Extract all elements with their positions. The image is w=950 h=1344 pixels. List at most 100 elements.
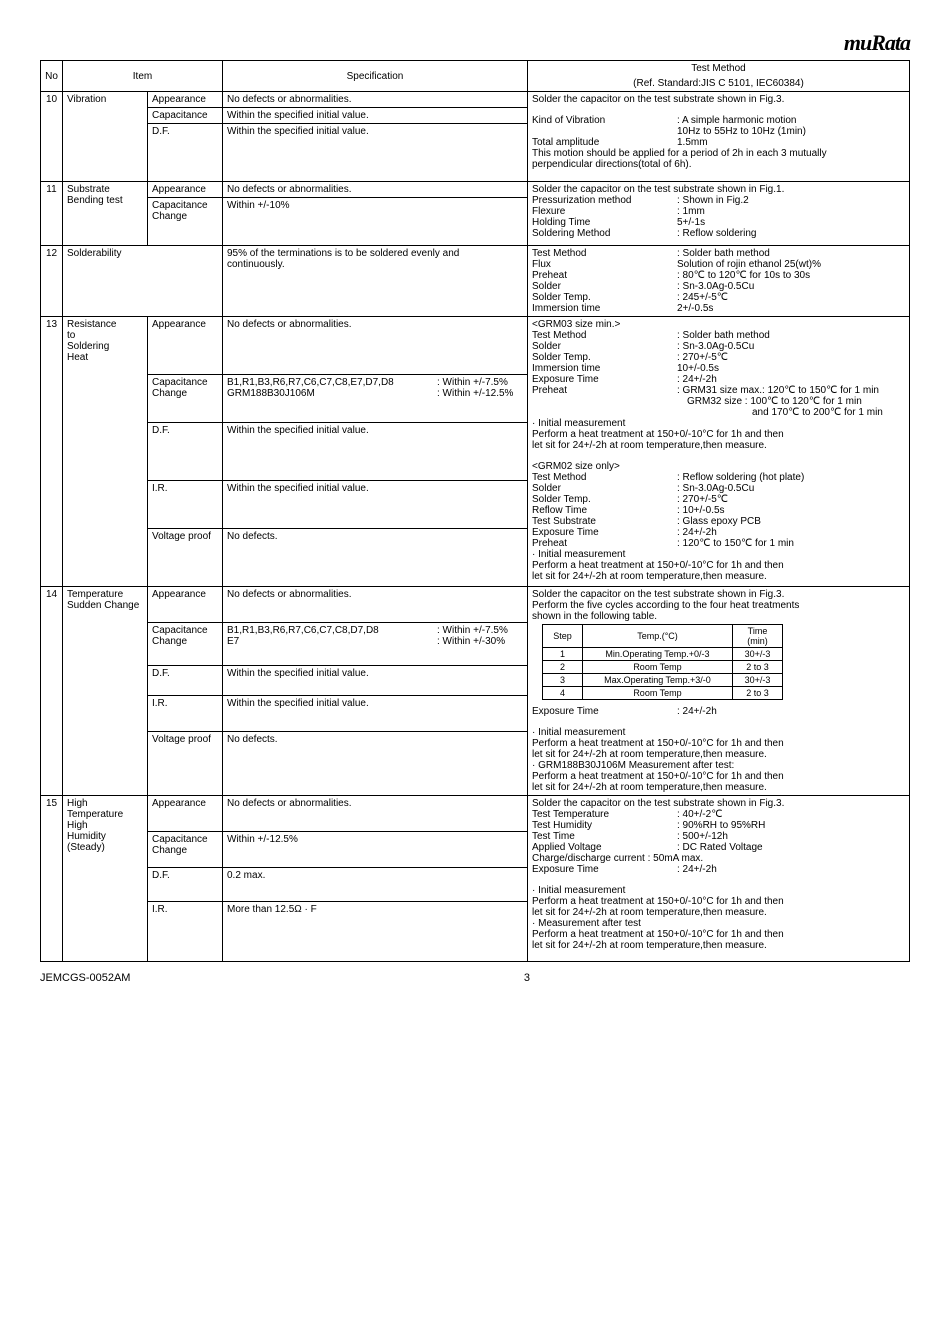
r10-cap-spec: Within the specified initial value. xyxy=(223,108,528,124)
text: Soldering xyxy=(67,341,143,352)
r15-cap: Capacitance Change xyxy=(148,832,223,868)
r11-cap: Capacitance Change xyxy=(148,198,223,246)
r12-test: Test Method: Solder bath method FluxSolu… xyxy=(528,246,910,317)
th-test: Test Method xyxy=(528,61,910,77)
text: Bending test xyxy=(67,195,143,206)
r13-df-spec: Within the specified initial value. xyxy=(223,423,528,481)
text: let sit for 24+/-2h at room temperature,… xyxy=(532,907,905,918)
value: : Solder bath method xyxy=(677,248,905,259)
text: E7 xyxy=(227,636,437,647)
value: : Sn-3.0Ag-0.5Cu xyxy=(677,341,905,352)
label: Test Method xyxy=(532,472,677,483)
text: Perform a heat treatment at 150+0/-10°C … xyxy=(532,429,905,440)
r11-item: Substrate Bending test xyxy=(63,182,148,246)
text: · Initial measurement xyxy=(532,549,905,560)
text: Solder the capacitor on the test substra… xyxy=(532,94,905,105)
label: Test Temperature xyxy=(532,809,677,820)
label: Test Method xyxy=(532,330,677,341)
cell: Room Temp xyxy=(583,661,733,674)
label: Immersion time xyxy=(532,303,677,314)
text: Perform the five cycles according to the… xyxy=(532,600,905,611)
text: Heat xyxy=(67,352,143,363)
r11-appearance-spec: No defects or abnormalities. xyxy=(223,182,528,198)
text: : Within +/-7.5% xyxy=(437,625,508,636)
label: Solder xyxy=(532,483,677,494)
cell: Room Temp xyxy=(583,687,733,700)
label: Solder xyxy=(532,281,677,292)
value: : 500+/-12h xyxy=(677,831,905,842)
r15-item: High Temperature High Humidity (Steady) xyxy=(63,796,148,962)
value: : 270+/-5℃ xyxy=(677,352,905,363)
text: let sit for 24+/-2h at room temperature,… xyxy=(532,571,905,582)
text: shown in the following table. xyxy=(532,611,905,622)
r13-ir: I.R. xyxy=(148,481,223,529)
label: Exposure Time xyxy=(532,864,677,875)
text: let sit for 24+/-2h at room temperature,… xyxy=(532,782,905,793)
text: Substrate xyxy=(67,184,143,195)
r13-ir-spec: Within the specified initial value. xyxy=(223,481,528,529)
value: 10Hz to 55Hz to 10Hz (1min) xyxy=(532,126,905,137)
text: GRM188B30J106M xyxy=(227,388,437,399)
footer-page: 3 xyxy=(524,972,530,984)
cell: 30+/-3 xyxy=(733,674,783,687)
text: (Steady) xyxy=(67,842,143,853)
text: Change xyxy=(152,845,218,856)
text: High xyxy=(67,820,143,831)
th-spec: Specification xyxy=(223,61,528,92)
r15-df: D.F. xyxy=(148,868,223,902)
text: B1,R1,B3,R6,R7,C6,C7,C8,E7,D7,D8 xyxy=(227,377,437,388)
label: Solder Temp. xyxy=(532,352,677,363)
r14-df: D.F. xyxy=(148,665,223,695)
label: Flexure xyxy=(532,206,677,217)
text: <GRM02 size only> xyxy=(532,461,905,472)
text: Capacitance xyxy=(152,377,218,388)
cell: 2 to 3 xyxy=(733,687,783,700)
step-table: Step Temp.(°C) Time (min) 1Min.Operating… xyxy=(542,624,783,700)
footer-left: JEMCGS-0052AM xyxy=(40,972,130,984)
text: This motion should be applied for a peri… xyxy=(532,148,905,159)
r13-cap-spec: B1,R1,B3,R6,R7,C6,C7,C8,E7,D7,D8: Within… xyxy=(223,375,528,423)
r14-ir-spec: Within the specified initial value. xyxy=(223,695,528,731)
r11-cap-spec: Within +/-10% xyxy=(223,198,528,246)
text: Temperature xyxy=(67,589,143,600)
value: : 40+/-2℃ xyxy=(677,809,905,820)
text: Resistance xyxy=(67,319,143,330)
r13-vp: Voltage proof xyxy=(148,529,223,587)
text: Perform a heat treatment at 150+0/-10°C … xyxy=(532,560,905,571)
text: Humidity xyxy=(67,831,143,842)
r14-ir: I.R. xyxy=(148,695,223,731)
text: · GRM188B30J106M Measurement after test: xyxy=(532,760,905,771)
r14-test: Solder the capacitor on the test substra… xyxy=(528,587,910,796)
value: GRM32 size : 100℃ to 120℃ for 1 min xyxy=(532,396,905,407)
value: : 1mm xyxy=(677,206,905,217)
cell: 4 xyxy=(543,687,583,700)
r15-no: 15 xyxy=(41,796,63,962)
value: 10+/-0.5s xyxy=(677,363,905,374)
r13-test: <GRM03 size min.> Test Method: Solder ba… xyxy=(528,317,910,587)
r15-ir-spec: More than 12.5Ω · F xyxy=(223,902,528,962)
label: Preheat xyxy=(532,538,677,549)
th-step: Step xyxy=(543,625,583,648)
r12-no: 12 xyxy=(41,246,63,317)
r11-test: Solder the capacitor on the test substra… xyxy=(528,182,910,246)
label: Solder Temp. xyxy=(532,494,677,505)
r14-vp: Voltage proof xyxy=(148,731,223,795)
text: 95% of the terminations is to be soldere… xyxy=(227,248,523,259)
spec-table: No Item Specification Test Method (Ref. … xyxy=(40,60,910,962)
text: Solder the capacitor on the test substra… xyxy=(532,798,905,809)
r14-appearance-spec: No defects or abnormalities. xyxy=(223,587,528,623)
r14-item: Temperature Sudden Change xyxy=(63,587,148,796)
value: : 24+/-2h xyxy=(677,864,905,875)
value: : DC Rated Voltage xyxy=(677,842,905,853)
r13-vp-spec: No defects. xyxy=(223,529,528,587)
value: : 245+/-5℃ xyxy=(677,292,905,303)
value: and 170℃ to 200℃ for 1 min xyxy=(532,407,905,418)
label: Exposure Time xyxy=(532,706,677,717)
r12-spec: 95% of the terminations is to be soldere… xyxy=(223,246,528,317)
r14-no: 14 xyxy=(41,587,63,796)
cell: 30+/-3 xyxy=(733,648,783,661)
label: Reflow Time xyxy=(532,505,677,516)
label: Test Time xyxy=(532,831,677,842)
value: : 120℃ to 150℃ for 1 min xyxy=(677,538,905,549)
label: Test Substrate xyxy=(532,516,677,527)
